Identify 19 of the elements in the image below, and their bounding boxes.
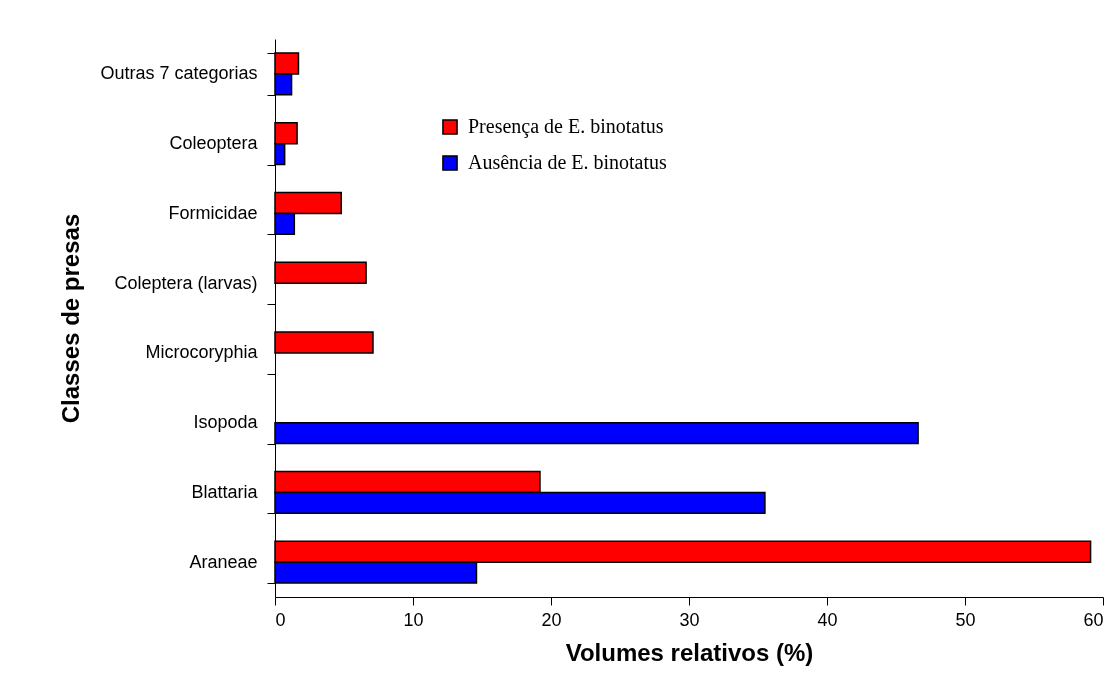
y-tick-label: Coleoptera: [169, 133, 259, 154]
x-tick-label: 10: [403, 609, 424, 630]
y-axis-title: Classes de presas: [57, 213, 85, 424]
y-tick-label: Isopoda: [193, 412, 259, 433]
x-tick-label: 0: [275, 609, 286, 630]
y-tick-label: Blattaria: [191, 481, 259, 502]
y-tick-label: Microcoryphia: [145, 342, 259, 363]
y-tick-label: Coleptera (larvas): [114, 272, 258, 293]
legend-label: Presença de E. binotatus: [468, 115, 664, 138]
legend-label: Ausência de E. binotatus: [468, 151, 668, 173]
x-tick-label: 30: [679, 609, 700, 630]
y-tick-label: Outras 7 categorias: [100, 63, 258, 84]
x-axis-title: Volumes relativos (%): [565, 638, 814, 666]
x-tick-label: 40: [817, 609, 838, 630]
y-tick-label: Formicidae: [168, 202, 258, 223]
y-tick-label: Araneae: [189, 551, 258, 572]
x-tick-label: 50: [955, 609, 976, 630]
x-tick-label: 20: [541, 609, 562, 630]
x-tick-label: 60: [1083, 609, 1104, 630]
